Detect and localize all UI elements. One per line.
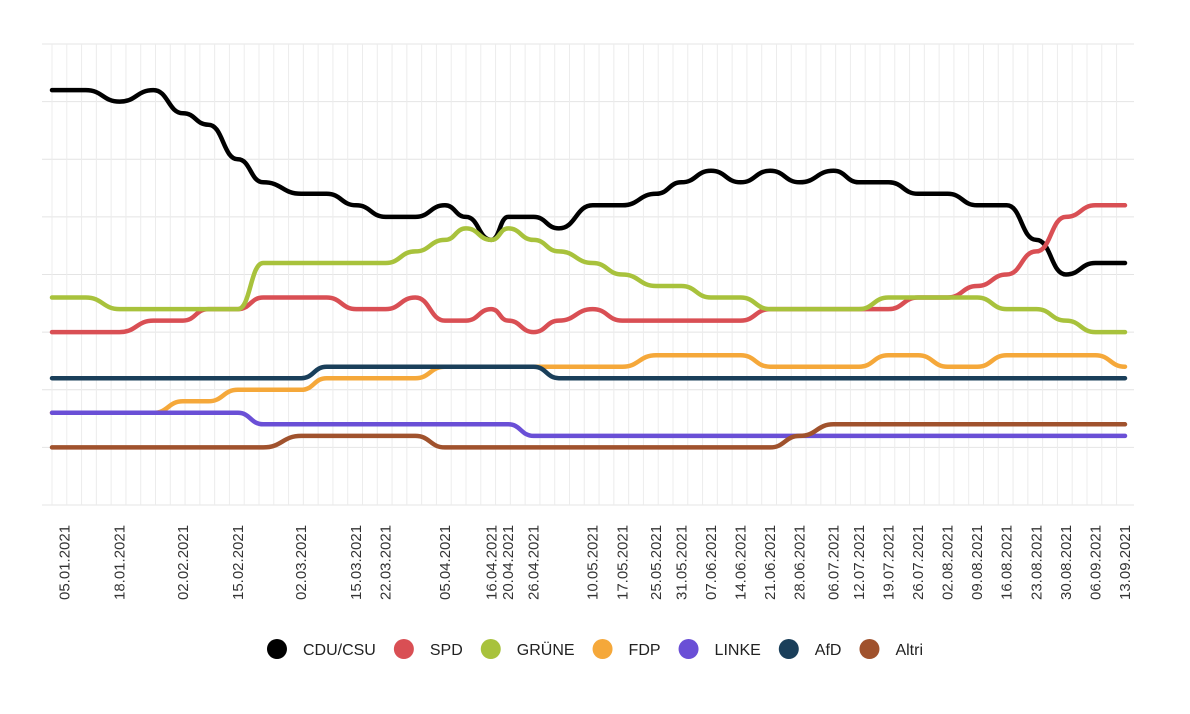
legend-marker — [778, 639, 799, 659]
x-tick-label: 05.01.2021 — [57, 525, 74, 600]
x-tick-label: 30.08.2021 — [1058, 525, 1075, 600]
legend-label: AfD — [815, 642, 842, 659]
series-line-spd — [49, 203, 1128, 335]
legend-label: CDU/CSU — [303, 642, 376, 659]
legend-label: FDP — [629, 642, 661, 659]
legend-label: Altri — [895, 642, 923, 659]
legend: CDU/CSU SPD GRÜNE FDP LINKE AfD Altri — [266, 639, 923, 659]
legend-marker — [678, 639, 699, 659]
x-tick-label: 22.03.2021 — [378, 525, 395, 600]
x-tick-label: 06.07.2021 — [826, 525, 843, 600]
series-line-cdu-csu — [49, 87, 1128, 277]
x-tick-label: 05.04.2021 — [437, 525, 454, 600]
x-tick-label: 15.02.2021 — [230, 525, 247, 600]
x-tick-label: 14.06.2021 — [733, 525, 750, 600]
x-tick-label: 25.05.2021 — [648, 525, 665, 600]
x-tick-label: 18.01.2021 — [112, 525, 129, 600]
x-tick-label: 26.07.2021 — [910, 525, 927, 600]
x-tick-label: 02.08.2021 — [940, 525, 957, 600]
legend-marker — [266, 639, 287, 659]
legend-label: LINKE — [715, 642, 761, 659]
x-tick-label: 07.06.2021 — [703, 525, 720, 600]
x-tick-label: 17.05.2021 — [614, 525, 631, 600]
series-line-fdp — [49, 352, 1128, 416]
x-tick-label: 02.03.2021 — [293, 525, 310, 600]
series-line-linke — [49, 410, 1128, 439]
x-tick-label: 12.07.2021 — [851, 525, 868, 600]
x-tick-label: 15.03.2021 — [348, 525, 365, 600]
x-tick-label: 16.04.2021 — [483, 525, 500, 600]
legend-marker — [393, 639, 414, 659]
x-axis-ticks: 05.01.2021 18.01.2021 02.02.2021 15.02.2021… — [57, 525, 1134, 600]
x-tick-label: 31.05.2021 — [673, 525, 690, 600]
x-tick-label: 19.07.2021 — [880, 525, 897, 600]
x-tick-label: 16.08.2021 — [999, 525, 1016, 600]
series-lines — [49, 87, 1128, 450]
legend-marker — [859, 639, 880, 659]
x-tick-label: 13.09.2021 — [1117, 525, 1134, 600]
x-tick-label: 26.04.2021 — [526, 525, 543, 600]
x-tick-label: 21.06.2021 — [762, 525, 779, 600]
x-tick-label: 20.04.2021 — [500, 525, 517, 600]
legend-label: GRÜNE — [517, 641, 575, 659]
x-tick-label: 10.05.2021 — [585, 525, 602, 600]
series-line-afd — [49, 364, 1128, 381]
legend-marker — [592, 639, 613, 659]
x-tick-label: 23.08.2021 — [1028, 525, 1045, 600]
x-tick-label: 28.06.2021 — [792, 525, 809, 600]
legend-label: SPD — [430, 642, 463, 659]
legend-marker — [480, 639, 501, 659]
series-line-altri — [49, 422, 1128, 450]
x-tick-label: 09.08.2021 — [969, 525, 986, 600]
x-tick-label: 06.09.2021 — [1087, 525, 1104, 600]
x-tick-label: 02.02.2021 — [175, 525, 192, 600]
series-line-gr-ne — [49, 226, 1128, 335]
